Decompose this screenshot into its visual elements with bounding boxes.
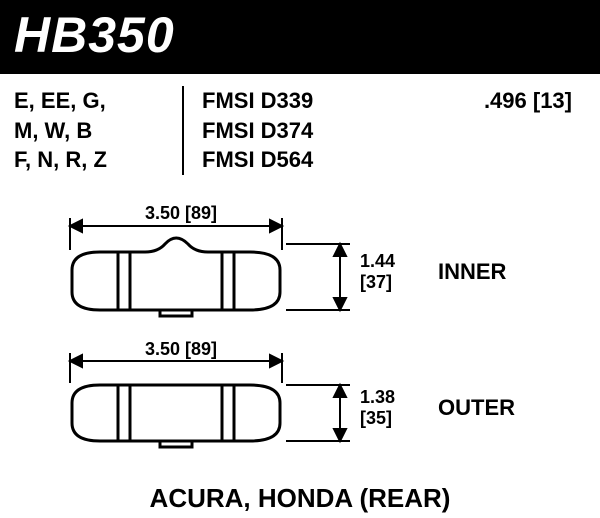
inner-pad-svg [50, 214, 370, 324]
compound-codes: E, EE, G, M, W, B F, N, R, Z [14, 86, 164, 175]
fmsi-line: FMSI D339 [202, 86, 342, 116]
outer-pad-svg [50, 349, 370, 459]
codes-line: M, W, B [14, 116, 164, 146]
outer-height-in: 1.38 [360, 387, 395, 408]
outer-pad-group [50, 349, 370, 459]
codes-line: E, EE, G, [14, 86, 164, 116]
fmsi-codes: FMSI D339 FMSI D374 FMSI D564 [182, 86, 342, 175]
thickness-value: .496 [13] [446, 86, 586, 116]
outer-label: OUTER [438, 395, 515, 421]
inner-label: INNER [438, 259, 506, 285]
footer-fitment: ACURA, HONDA (REAR) [0, 479, 600, 514]
outer-height-dim: 1.38 [35] [360, 387, 395, 429]
inner-pad-group [50, 214, 370, 324]
outer-height-mm: [35] [360, 408, 395, 429]
part-number: HB350 [14, 6, 586, 64]
fmsi-line: FMSI D374 [202, 116, 342, 146]
diagram-area: 3.50 [89] 1.44 [37] INNER [0, 179, 600, 479]
inner-height-dim: 1.44 [37] [360, 251, 395, 293]
outer-width-dim: 3.50 [89] [145, 339, 217, 360]
header-band: HB350 [0, 0, 600, 74]
inner-height-mm: [37] [360, 272, 395, 293]
fmsi-line: FMSI D564 [202, 145, 342, 175]
inner-width-dim: 3.50 [89] [145, 203, 217, 224]
inner-height-in: 1.44 [360, 251, 395, 272]
codes-line: F, N, R, Z [14, 145, 164, 175]
info-row: E, EE, G, M, W, B F, N, R, Z FMSI D339 F… [0, 74, 600, 179]
